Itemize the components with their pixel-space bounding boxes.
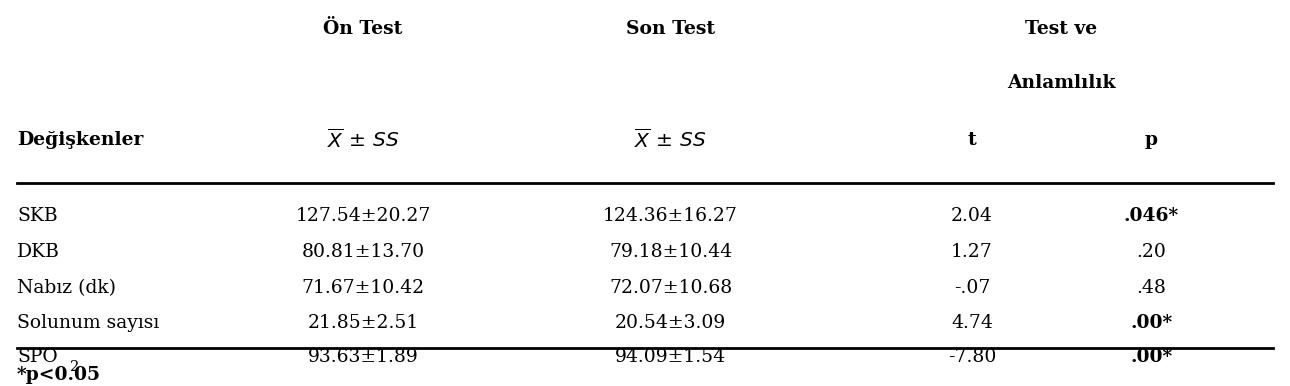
- Text: $\overline{X}$ $\pm$ $SS$: $\overline{X}$ $\pm$ $SS$: [326, 128, 399, 152]
- Text: .20: .20: [1136, 243, 1166, 261]
- Text: 127.54±20.27: 127.54±20.27: [295, 207, 431, 225]
- Text: .00*: .00*: [1130, 315, 1173, 332]
- Text: SKB: SKB: [17, 207, 58, 225]
- Text: Değişkenler: Değişkenler: [17, 131, 143, 149]
- Text: t: t: [968, 131, 977, 149]
- Text: Solunum sayısı: Solunum sayısı: [17, 315, 159, 332]
- Text: -.07: -.07: [953, 279, 989, 297]
- Text: .00*: .00*: [1130, 349, 1173, 366]
- Text: 71.67±10.42: 71.67±10.42: [302, 279, 424, 297]
- Text: 21.85±2.51: 21.85±2.51: [307, 315, 419, 332]
- Text: $\overline{X}$ $\pm$ $SS$: $\overline{X}$ $\pm$ $SS$: [635, 128, 707, 152]
- Text: p: p: [1144, 131, 1157, 149]
- Text: .48: .48: [1136, 279, 1166, 297]
- Text: 124.36±16.27: 124.36±16.27: [604, 207, 738, 225]
- Text: Nabız (dk): Nabız (dk): [17, 279, 116, 297]
- Text: 79.18±10.44: 79.18±10.44: [609, 243, 733, 261]
- Text: 2.04: 2.04: [951, 207, 993, 225]
- Text: 1.27: 1.27: [951, 243, 993, 261]
- Text: Son Test: Son Test: [626, 20, 715, 38]
- Text: 4.74: 4.74: [951, 315, 993, 332]
- Text: Test ve: Test ve: [1026, 20, 1098, 38]
- Text: Ön Test: Ön Test: [324, 20, 402, 38]
- Text: 80.81±13.70: 80.81±13.70: [302, 243, 424, 261]
- Text: *p<0.05: *p<0.05: [17, 366, 101, 384]
- Text: 2: 2: [70, 361, 79, 374]
- Text: 20.54±3.09: 20.54±3.09: [615, 315, 726, 332]
- Text: DKB: DKB: [17, 243, 59, 261]
- Text: 93.63±1.89: 93.63±1.89: [307, 349, 418, 366]
- Text: -7.80: -7.80: [948, 349, 996, 366]
- Text: .046*: .046*: [1124, 207, 1179, 225]
- Text: 94.09±1.54: 94.09±1.54: [615, 349, 726, 366]
- Text: Anlamlılık: Anlamlılık: [1007, 74, 1116, 91]
- Text: SPO: SPO: [17, 349, 58, 366]
- Text: 72.07±10.68: 72.07±10.68: [609, 279, 733, 297]
